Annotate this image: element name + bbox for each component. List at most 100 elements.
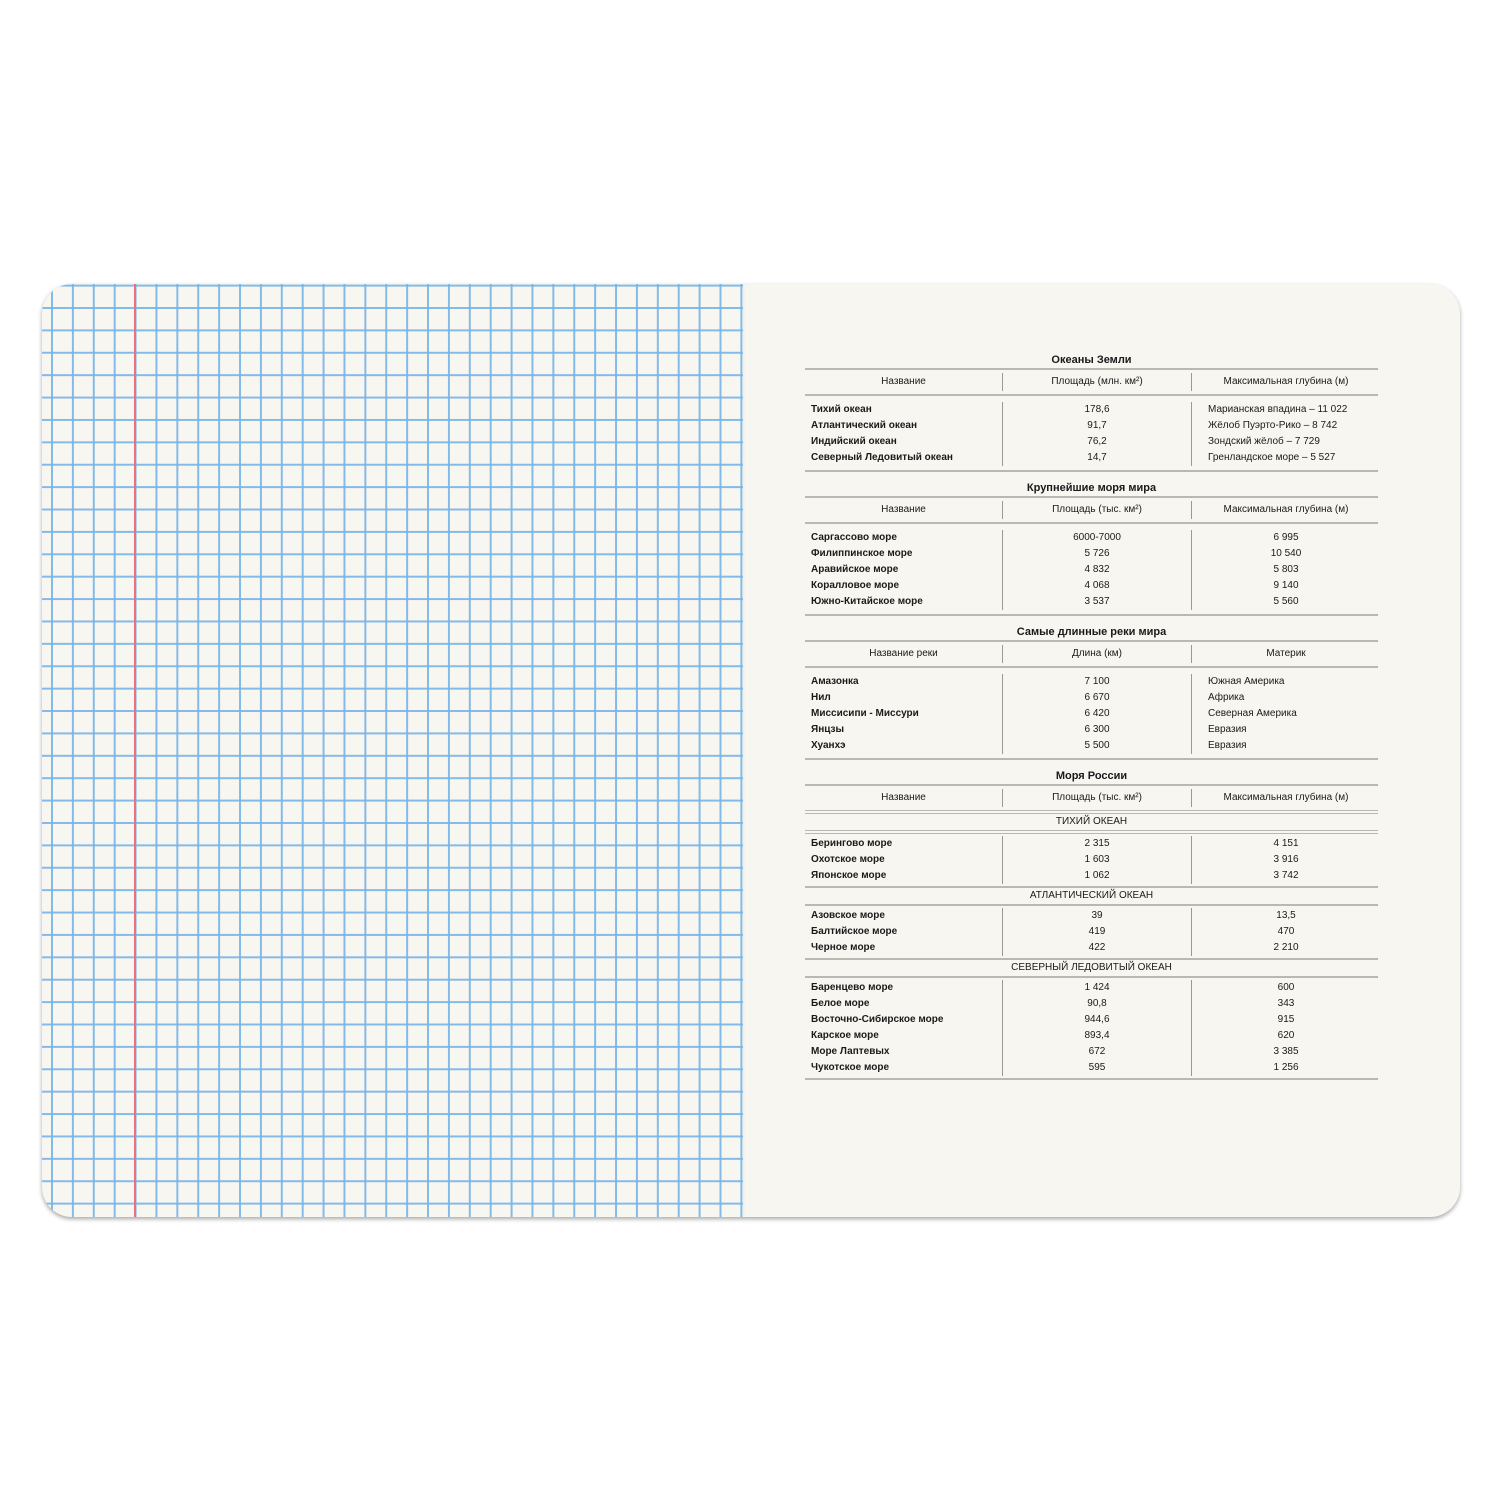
table-cell: Индийский океан	[811, 436, 897, 447]
table-cell: 39	[1091, 910, 1103, 921]
table-cell: 620	[1277, 1030, 1295, 1041]
column-header: Максимальная глубина (м)	[1223, 504, 1349, 515]
table-cell: 13,5	[1276, 910, 1296, 921]
table-cell: Баренцево море	[811, 982, 894, 993]
table-column: 178,6 91,7 76,2 14,7	[1003, 402, 1192, 466]
table-cell: 14,7	[1087, 452, 1107, 463]
table-cell: Тихий океан	[811, 404, 872, 415]
rule	[805, 368, 1378, 370]
table-title: Самые длинные реки мира	[1016, 626, 1167, 638]
table-column: Марианская впадина – 11 022 Жёлоб Пуэрто-…	[1192, 402, 1380, 466]
table-cell: 6 420	[1084, 708, 1110, 719]
column-header: Название реки	[805, 645, 1003, 663]
table-cell: Охотское море	[811, 854, 885, 865]
table-title: Океаны Земли	[1051, 354, 1132, 366]
table-cell: 3 916	[1273, 854, 1299, 865]
table-column: Тихий океан Атлантический океан Индийский …	[805, 402, 1003, 466]
table-cell: 595	[1088, 1062, 1106, 1073]
table-cell: Берингово море	[811, 838, 893, 849]
table-cell: Северная Америка	[1208, 708, 1297, 719]
rule	[805, 470, 1378, 472]
table-cell: Азовское море	[811, 910, 885, 921]
rule	[805, 666, 1378, 668]
table-cell: 3 385	[1273, 1046, 1299, 1057]
table-cell: 1 062	[1084, 870, 1110, 881]
gap	[805, 760, 1378, 768]
rule	[805, 394, 1378, 396]
table-cell: 422	[1088, 942, 1106, 953]
table-rivers: Самые длинные реки мира Название реки Длин…	[805, 624, 1378, 768]
table-cell: Филиппинское море	[811, 548, 913, 559]
table-body: Тихий океан Атлантический океан Индийский …	[805, 396, 1378, 470]
column-header: Площадь (млн. км²)	[1003, 373, 1192, 391]
table-column: Баренцево море Белое море Восточно-Сибирск…	[805, 980, 1003, 1076]
table-cell: 4 068	[1084, 580, 1110, 591]
table-title: Крупнейшие моря мира	[1026, 482, 1157, 494]
table-cell: 1 256	[1273, 1062, 1299, 1073]
rule	[805, 758, 1378, 760]
table-header: Название Площадь (млн. км²) Максимальная г…	[805, 370, 1378, 394]
table-column: 6000-7000 5 726 4 832 4 068 3 537	[1003, 530, 1192, 610]
table-column: 39 419 422	[1003, 908, 1192, 956]
gap	[805, 472, 1378, 480]
table-cell: 470	[1277, 926, 1295, 937]
table-russia: Моря России Название Площадь (тыс. км²) Мак…	[805, 768, 1378, 1080]
table-cell: Карское море	[811, 1030, 879, 1041]
table-cell: Гренландское море – 5 527	[1208, 452, 1336, 463]
group-title: АТЛАНТИЧЕСКИЙ ОКЕАН	[1029, 890, 1154, 901]
table-cell: 3 537	[1084, 596, 1110, 607]
table-cell: Аравийское море	[811, 564, 899, 575]
rule	[805, 614, 1378, 616]
column-header: Длина (км)	[1003, 645, 1192, 663]
table-cell: 5 560	[1273, 596, 1299, 607]
table-cell: 3 742	[1273, 870, 1299, 881]
rule	[805, 976, 1378, 978]
table-cell: 343	[1277, 998, 1295, 1009]
column-header: Название	[805, 789, 1003, 807]
table-cell: 9 140	[1273, 580, 1299, 591]
rule	[805, 1078, 1378, 1080]
table-cell: Хуанхэ	[811, 740, 846, 751]
table-cell: 5 500	[1084, 740, 1110, 751]
table-cell: Северный Ледовитый океан	[811, 452, 953, 463]
table-cell: 915	[1277, 1014, 1295, 1025]
column-header: Материк	[1266, 648, 1306, 659]
table-cell: Нил	[811, 692, 831, 703]
table-column: Азовское море Балтийское море Черное море	[805, 908, 1003, 956]
table-cell: Балтийское море	[811, 926, 898, 937]
table-cell: Коралловое море	[811, 580, 900, 591]
table-cell: 10 540	[1270, 548, 1302, 559]
column-header: Название	[805, 501, 1003, 519]
table-cell: 178,6	[1084, 404, 1110, 415]
table-cell: 6000-7000	[1073, 532, 1121, 543]
table-cell: 6 300	[1084, 724, 1110, 735]
table-column: 4 151 3 916 3 742	[1192, 836, 1380, 884]
table-cell: 1 424	[1084, 982, 1110, 993]
column-header: Максимальная глубина (м)	[1223, 376, 1349, 387]
table-cell: Чукотское море	[811, 1062, 890, 1073]
table-column: 7 100 6 670 6 420 6 300 5 500	[1003, 674, 1192, 754]
rule	[805, 496, 1378, 498]
spine	[743, 284, 746, 1217]
table-cell: 1 603	[1084, 854, 1110, 865]
table-column: Берингово море Охотское море Японское море	[805, 836, 1003, 884]
column-header: Площадь (тыс. км²)	[1003, 789, 1192, 807]
rule	[805, 886, 1378, 888]
table-cell: Зондский жёлоб – 7 729	[1208, 436, 1320, 447]
table-cell: 91,7	[1087, 420, 1107, 431]
table-cell: Янцзы	[811, 724, 845, 735]
table-column: 1 424 90,8 944,6 893,4 672 595	[1003, 980, 1192, 1076]
table-cell: 5 726	[1084, 548, 1110, 559]
table-cell: 4 151	[1273, 838, 1299, 849]
table-cell: 6 670	[1084, 692, 1110, 703]
notebook-spread	[42, 284, 1460, 1217]
table-body: Саргассово море Филиппинское море Аравийск…	[805, 524, 1378, 614]
table-cell: 5 803	[1273, 564, 1299, 575]
table-cell: Море Лаптевых	[811, 1046, 890, 1057]
table-cell: 600	[1277, 982, 1295, 993]
table-body: Амазонка Нил Миссисипи - Миссури Янцзы Хуанх…	[805, 668, 1378, 758]
table-cell: 4 832	[1084, 564, 1110, 575]
table-cell: 2 315	[1084, 838, 1110, 849]
table-column: Саргассово море Филиппинское море Аравийск…	[805, 530, 1003, 610]
table-title: Моря России	[1055, 770, 1128, 782]
